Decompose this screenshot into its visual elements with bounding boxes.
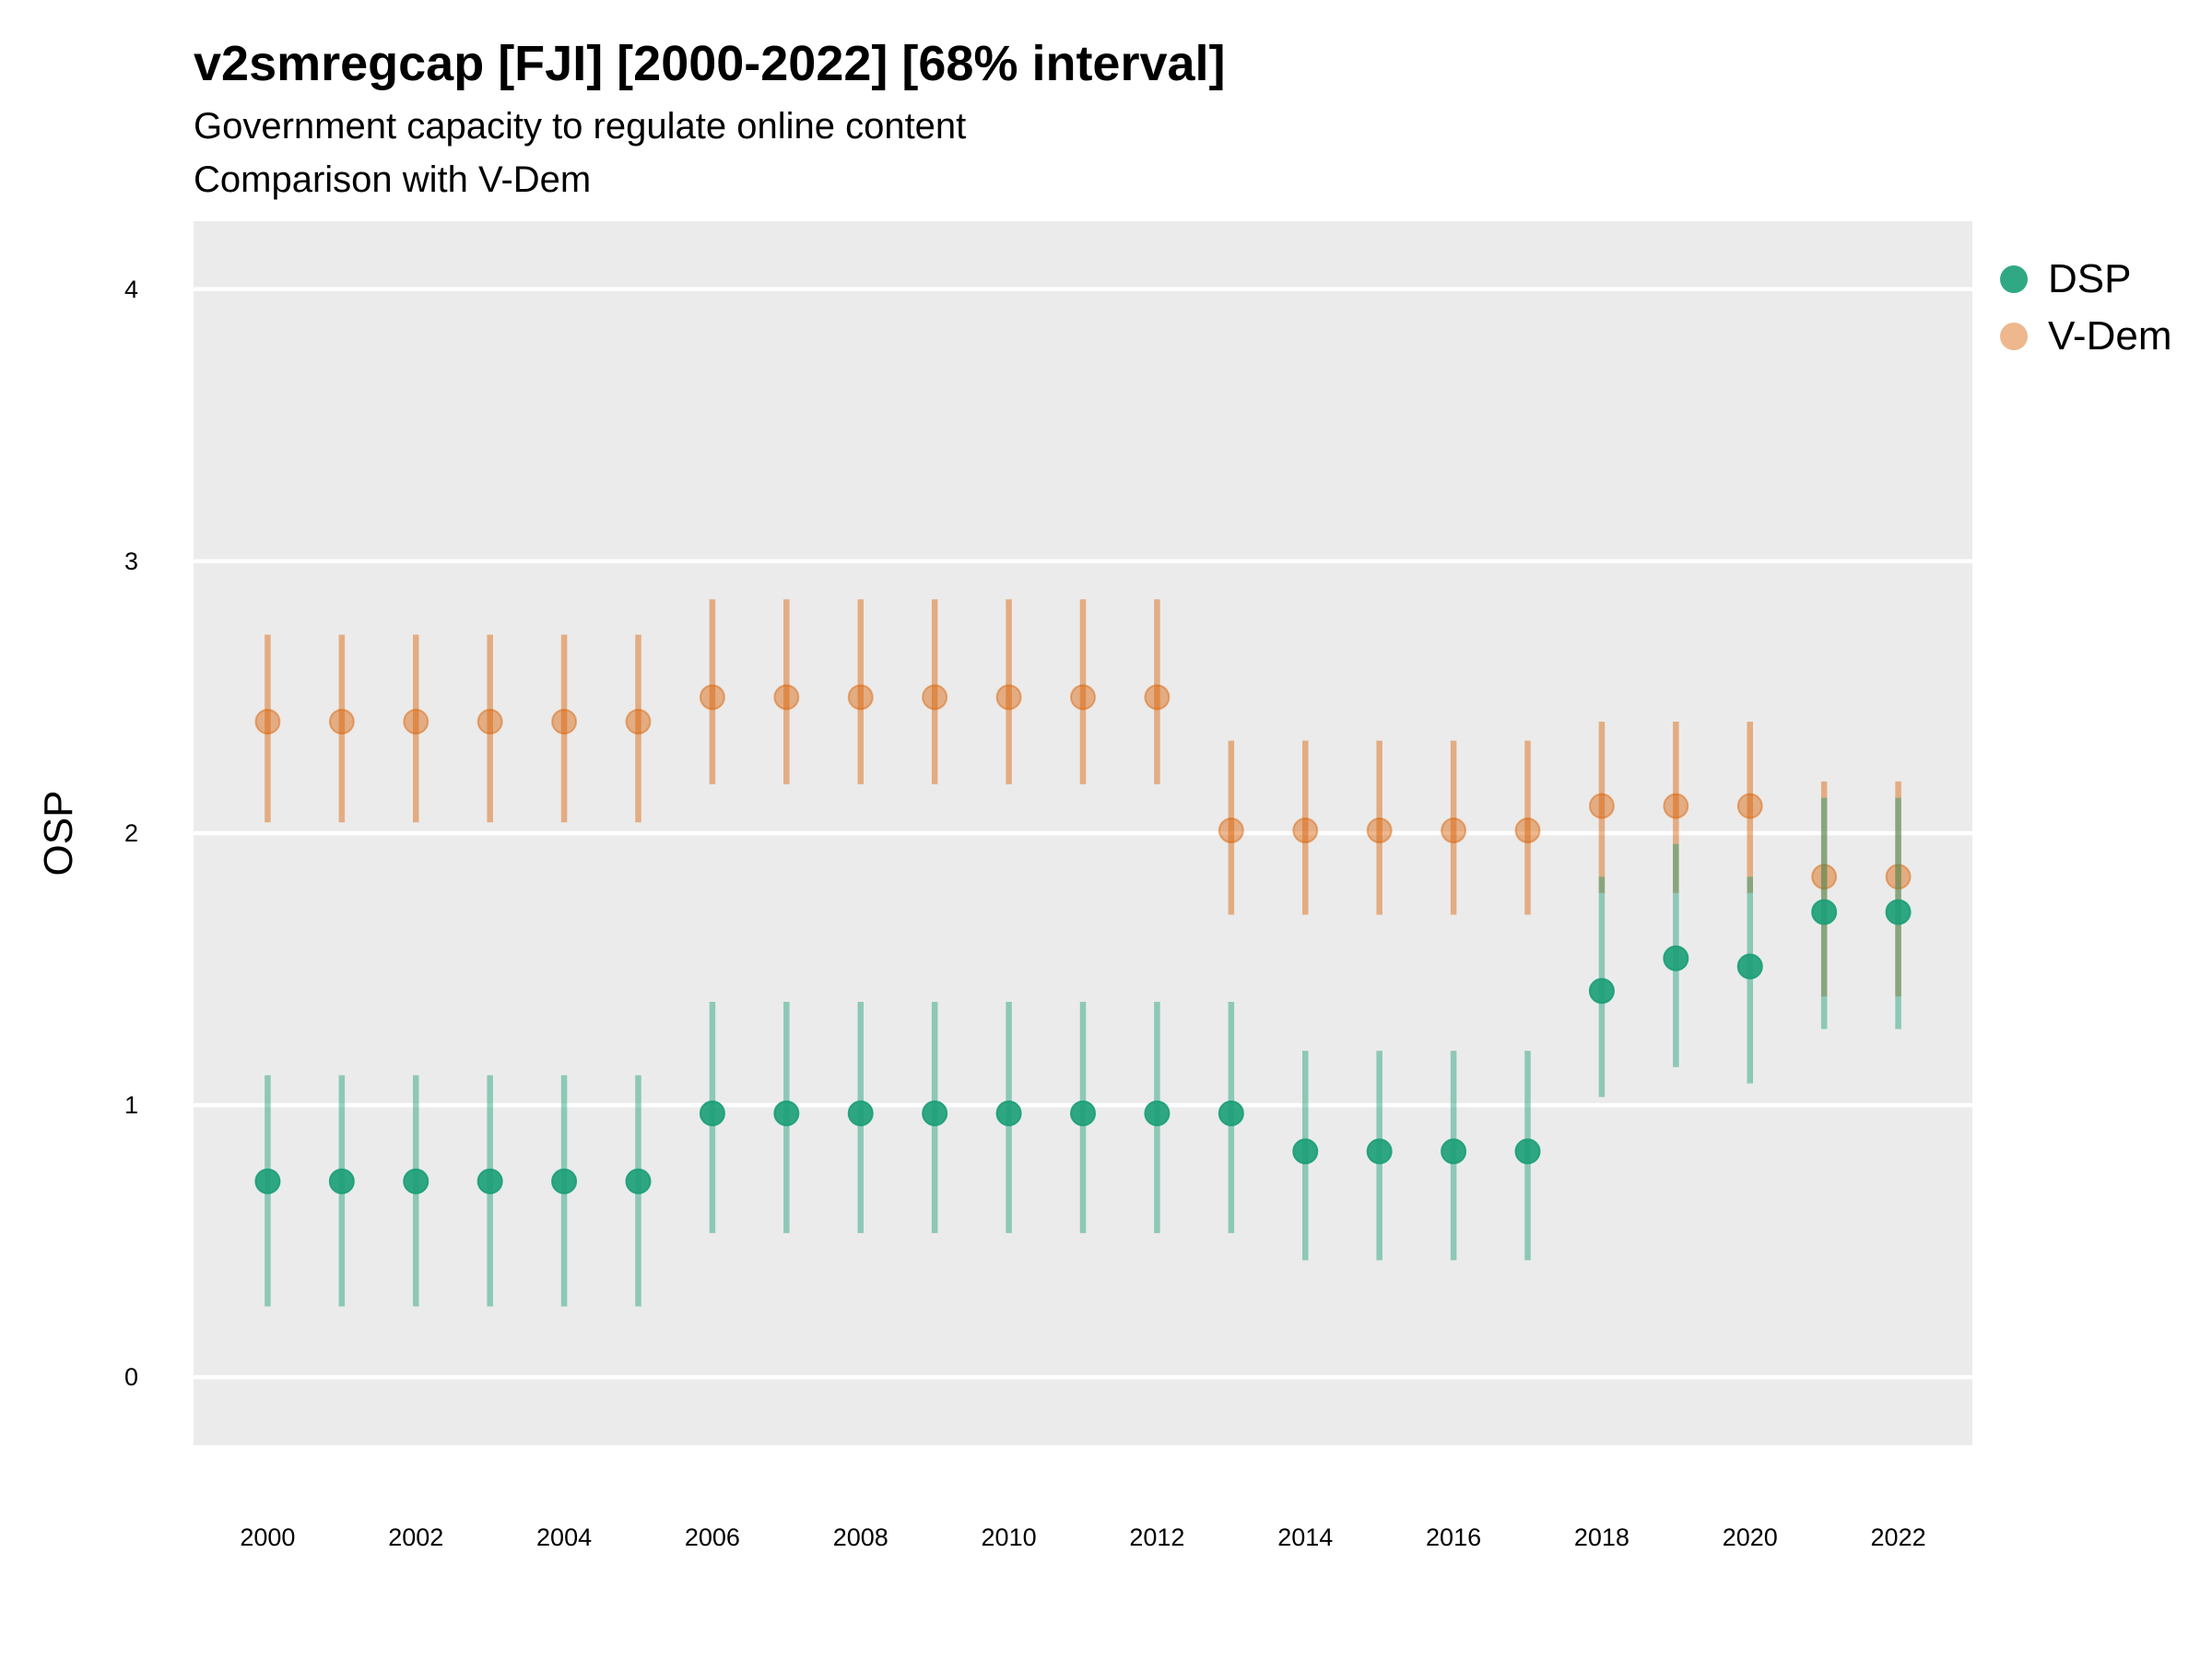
vdem-point-2015: [1366, 818, 1393, 844]
dsp-point-2006: [699, 1100, 725, 1126]
dsp-point-2004: [551, 1168, 578, 1194]
dsp-point-2005: [625, 1168, 652, 1194]
vdem-point-2011: [1070, 684, 1096, 711]
x-tick-label-2002: 2002: [388, 1524, 443, 1551]
dsp-point-2018: [1588, 978, 1615, 1005]
vdem-point-2000: [254, 709, 281, 735]
vdem-point-2009: [922, 684, 948, 711]
vdem-point-2001: [328, 709, 355, 735]
legend-label-dsp: DSP: [2048, 256, 2132, 301]
x-tick-label-2010: 2010: [982, 1524, 1037, 1551]
vdem-point-2004: [551, 709, 578, 735]
vdem-point-2013: [1218, 818, 1244, 844]
x-tick-label-2022: 2022: [1871, 1524, 1926, 1551]
dsp-point-2020: [1736, 953, 1763, 980]
vdem-point-2010: [995, 684, 1022, 711]
x-tick-label-2014: 2014: [1277, 1524, 1333, 1551]
chart-subtitle-line-2: Comparison with V-Dem: [194, 159, 592, 200]
vdem-point-2007: [773, 684, 800, 711]
x-tick-labels: 2000 2002 2004 2006 2008 2010 2012 2014 2016 2018…: [240, 1524, 1925, 1551]
dsp-point-2007: [773, 1100, 800, 1126]
dsp-point-2013: [1218, 1100, 1244, 1126]
x-tick-label-2018: 2018: [1574, 1524, 1630, 1551]
x-tick-label-2012: 2012: [1129, 1524, 1184, 1551]
vdem-point-2020: [1736, 793, 1763, 819]
dsp-point-2021: [1811, 899, 1838, 925]
vdem-point-2016: [1441, 818, 1467, 844]
legend-key-dsp: [2000, 265, 2028, 293]
vdem-point-2008: [847, 684, 874, 711]
legend-item-dsp: DSP: [2000, 251, 2171, 308]
legend: DSP V-Dem: [2000, 251, 2171, 365]
vdem-point-2003: [477, 709, 503, 735]
dsp-point-2001: [328, 1168, 355, 1194]
vdem-point-2017: [1514, 818, 1541, 844]
dsp-point-2022: [1885, 899, 1912, 925]
x-tick-label-2016: 2016: [1426, 1524, 1481, 1551]
dsp-point-2017: [1514, 1138, 1541, 1165]
dsp-point-2016: [1441, 1138, 1467, 1165]
x-tick-label-2004: 2004: [536, 1524, 592, 1551]
dsp-point-2002: [403, 1168, 429, 1194]
dsp-point-2010: [995, 1100, 1022, 1126]
legend-item-vdem: V-Dem: [2000, 308, 2171, 365]
series-layer: [254, 599, 1912, 1307]
vdem-point-2006: [699, 684, 725, 711]
vdem-point-2019: [1663, 793, 1689, 819]
dsp-point-2003: [477, 1168, 503, 1194]
vdem-point-2002: [403, 709, 429, 735]
x-tick-label-2008: 2008: [833, 1524, 888, 1551]
dsp-point-2000: [254, 1168, 281, 1194]
dsp-point-2011: [1070, 1100, 1096, 1126]
y-tick-label-2: 2: [124, 819, 138, 847]
y-tick-label-1: 1: [124, 1091, 138, 1119]
x-tick-label-2006: 2006: [685, 1524, 740, 1551]
vdem-point-2022: [1885, 864, 1912, 890]
x-tick-label-2020: 2020: [1723, 1524, 1778, 1551]
x-tick-label-2000: 2000: [240, 1524, 295, 1551]
y-tick-label-4: 4: [124, 276, 138, 303]
dsp-point-2012: [1144, 1100, 1171, 1126]
legend-label-vdem: V-Dem: [2048, 313, 2172, 359]
chart-title: v2smregcap [FJI] [2000-2022] [68% interv…: [194, 36, 1226, 91]
dsp-point-2019: [1663, 945, 1689, 971]
vdem-point-2005: [625, 709, 652, 735]
legend-key-vdem: [2000, 323, 2028, 350]
dsp-point-2009: [922, 1100, 948, 1126]
dsp-point-2014: [1292, 1138, 1319, 1165]
vdem-point-2014: [1292, 818, 1319, 844]
y-tick-labels: 0 1 2 3 4: [124, 276, 138, 1391]
series-vdem: [254, 599, 1912, 997]
dsp-point-2008: [847, 1100, 874, 1126]
vdem-point-2021: [1811, 864, 1838, 890]
series-dsp: [254, 797, 1912, 1307]
y-tick-label-0: 0: [124, 1363, 138, 1391]
vdem-point-2012: [1144, 684, 1171, 711]
chart-subtitle-line-1: Government capacity to regulate online c…: [194, 106, 967, 147]
y-tick-label-3: 3: [124, 547, 138, 575]
dsp-point-2015: [1366, 1138, 1393, 1165]
y-axis-label: OSP: [36, 791, 81, 877]
vdem-point-2018: [1588, 793, 1615, 819]
